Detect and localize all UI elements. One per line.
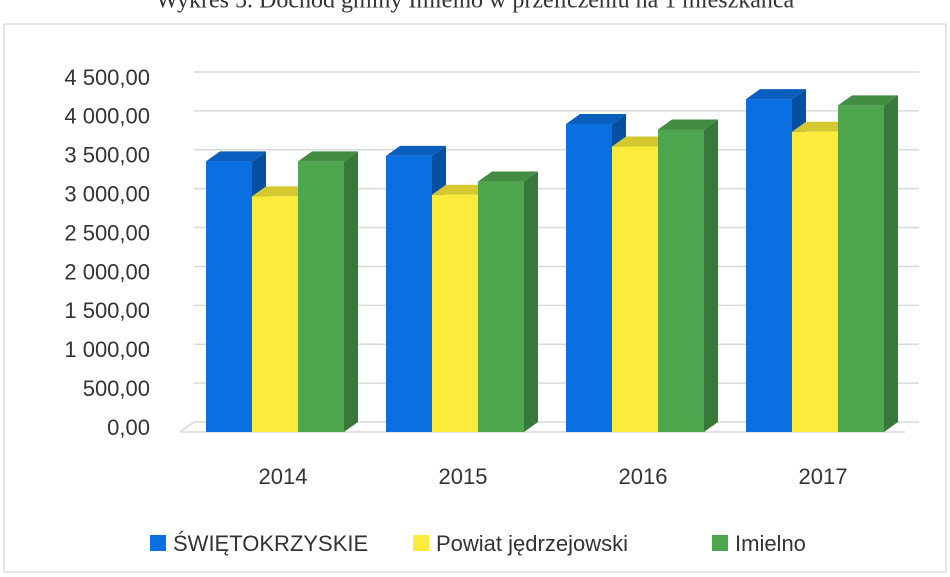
legend-swatch [150, 535, 166, 551]
bar-top [658, 119, 718, 130]
chart-frame [3, 23, 947, 573]
bar [658, 129, 704, 432]
legend-label: ŚWIĘTOKRZYSKIE [173, 531, 368, 556]
bar-top [838, 95, 898, 106]
bar [478, 181, 524, 432]
bar-side [344, 151, 358, 433]
y-tick-label: 3 000,00 [64, 181, 150, 206]
x-tick-label: 2015 [439, 464, 488, 489]
bar [612, 146, 658, 433]
bar [792, 131, 838, 432]
bar-top [746, 89, 806, 100]
bar-side [704, 119, 718, 432]
y-tick-label: 4 500,00 [64, 65, 150, 90]
y-tick-label: 1 000,00 [64, 337, 150, 362]
bar [432, 194, 478, 432]
legend-label: Imielno [735, 531, 806, 556]
bar [386, 155, 432, 432]
bar-top [298, 151, 358, 162]
y-tick-label: 2 000,00 [64, 259, 150, 284]
y-tick-label: 4 000,00 [64, 104, 150, 129]
bar [298, 161, 344, 433]
bar-top [386, 145, 446, 156]
legend-swatch [413, 535, 429, 551]
y-tick-label: 0,00 [107, 415, 150, 440]
legend-label: Powiat jędrzejowski [436, 531, 628, 556]
bar [838, 105, 884, 432]
floor-edge [179, 421, 195, 433]
bar-top [252, 186, 312, 197]
bar [252, 196, 298, 432]
y-tick-label: 500,00 [83, 376, 150, 401]
bar [566, 124, 612, 432]
bar-top [612, 136, 672, 147]
x-tick-label: 2014 [259, 464, 308, 489]
x-tick-label: 2016 [619, 464, 668, 489]
chart-title: Wykres 5. Dochód gminy Imielno w przelic… [156, 0, 795, 14]
bar-top [206, 151, 266, 162]
y-tick-label: 2 500,00 [64, 220, 150, 245]
bar-top [792, 121, 852, 132]
x-tick-label: 2017 [799, 464, 848, 489]
bar-side [884, 95, 898, 432]
legend-swatch [712, 535, 728, 551]
y-tick-label: 1 500,00 [64, 298, 150, 323]
bar [206, 161, 252, 433]
bar-top [566, 114, 626, 124]
bar-top [478, 171, 538, 182]
bar [746, 99, 792, 432]
bar-top [432, 184, 492, 195]
bar-side [524, 171, 538, 433]
y-tick-label: 3 500,00 [64, 143, 150, 168]
